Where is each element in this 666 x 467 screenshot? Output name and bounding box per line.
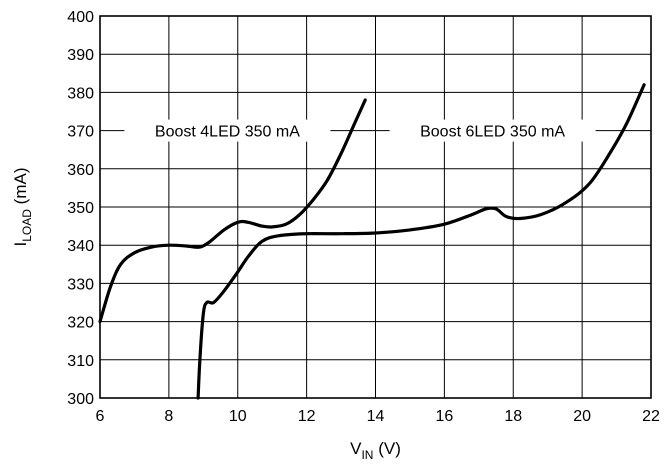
x-tick-label: 14 xyxy=(367,408,385,425)
label-boost-6led-background xyxy=(389,119,596,142)
plot-frame xyxy=(99,15,652,399)
x-tick-label: 10 xyxy=(229,408,247,425)
x-axis-title-main: V xyxy=(350,439,362,458)
series-annotations: Boost 4LED 350 mA Boost 6LED 350 mA xyxy=(124,119,596,142)
y-axis-title-subscript: LOAD xyxy=(20,209,34,242)
label-boost-4led-background xyxy=(124,119,331,142)
y-axis-title-unit: (mA) xyxy=(11,168,30,210)
x-tick-label: 22 xyxy=(642,408,660,425)
x-axis-title: VIN (V) xyxy=(350,439,401,462)
y-tick-label: 340 xyxy=(67,238,94,255)
x-tick-label: 12 xyxy=(298,408,316,425)
x-axis-title-unit: (V) xyxy=(373,439,400,458)
x-tick-label: 20 xyxy=(573,408,591,425)
y-tick-label: 400 xyxy=(67,9,94,26)
y-tick-label: 380 xyxy=(67,85,94,102)
series-curves xyxy=(98,83,646,400)
y-tick-label: 330 xyxy=(67,276,94,293)
x-tick-label: 8 xyxy=(164,408,173,425)
x-tick-label: 18 xyxy=(504,408,522,425)
grid xyxy=(100,16,651,398)
y-tick-label: 370 xyxy=(67,124,94,141)
label-boost-4led: Boost 4LED 350 mA xyxy=(155,124,300,141)
x-axis-title-subscript: IN xyxy=(361,448,373,462)
label-boost-6led: Boost 6LED 350 mA xyxy=(420,124,565,141)
y-tick-label: 310 xyxy=(67,353,94,370)
x-tick-label: 6 xyxy=(96,408,105,425)
series-boost-4led-curve xyxy=(98,98,367,324)
y-tick-label: 300 xyxy=(67,391,94,408)
y-tick-labels: 300 310 320 330 340 350 360 370 380 390 400 xyxy=(67,9,94,408)
y-tick-label: 360 xyxy=(67,162,94,179)
y-tick-label: 320 xyxy=(67,315,94,332)
y-axis-title: ILOAD (mA) xyxy=(11,168,34,247)
y-axis-title-main: I xyxy=(11,242,30,247)
x-tick-labels: 6 8 10 12 14 16 18 20 22 xyxy=(96,408,660,425)
x-tick-label: 16 xyxy=(435,408,453,425)
series-boost-6led-curve xyxy=(196,83,646,400)
y-tick-label: 390 xyxy=(67,47,94,64)
y-tick-label: 350 xyxy=(67,200,94,217)
